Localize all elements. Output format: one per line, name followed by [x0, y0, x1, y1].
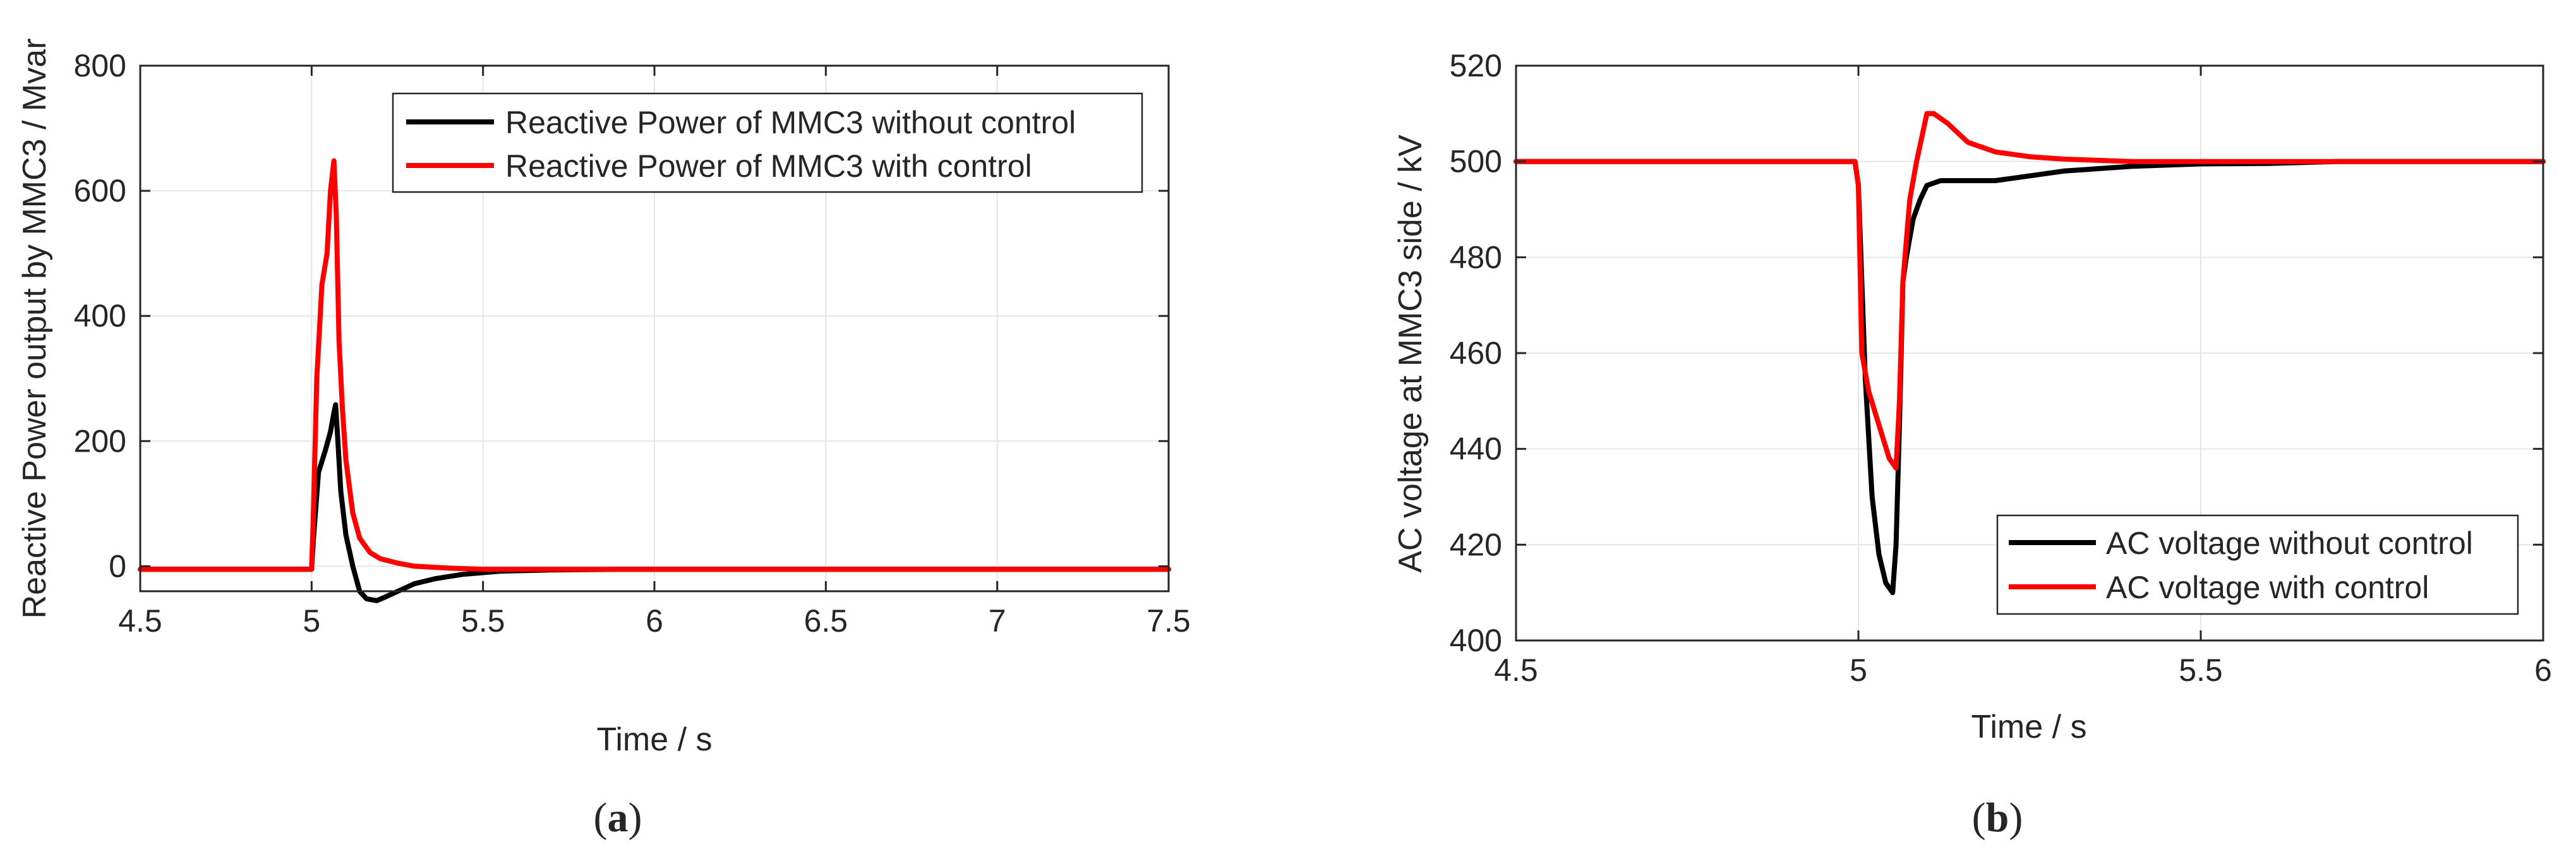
x-tick-label: 5 [1850, 653, 1867, 688]
series-line-reactive-power-of-mmc3-with-control [138, 158, 1171, 572]
y-tick-label: 0 [109, 548, 126, 584]
panel-label-open-b: ( [1972, 795, 1986, 841]
y-tick-label: 420 [1450, 527, 1502, 562]
legend-box-b [1996, 514, 2519, 615]
x-tick-label: 6 [2534, 653, 2552, 688]
x-tick-label: 4.5 [118, 603, 162, 639]
y-tick-label: 460 [1450, 335, 1502, 371]
x-tick-label: 7 [989, 603, 1006, 639]
series-line-ac-voltage-with-control [1514, 111, 2546, 471]
panel-label-a: (a) [594, 795, 642, 841]
ticks-a: 4.5 5 5.5 6 6.5 7 7.5 0 200 400 600 800 [74, 48, 1191, 639]
y-tick-label: 480 [1450, 239, 1502, 275]
legend-label-without-control-a: Reactive Power of MMC3 without control [505, 105, 1076, 140]
panel-label-b: (b) [1972, 795, 2023, 841]
panel-label-close-b: ) [2009, 795, 2023, 841]
panel-label-open-a: ( [594, 795, 608, 841]
y-tick-label: 440 [1450, 431, 1502, 467]
legend-label-with-control-b: AC voltage with control [2106, 570, 2429, 605]
ticks-b: 4.5 5 5.5 6 400 420 440 460 480 500 520 [1450, 48, 2552, 688]
x-tick-label: 4.5 [1494, 653, 1538, 688]
x-axis-label-b: Time / s [1971, 709, 2087, 745]
panel-label-close-a: ) [629, 795, 642, 841]
legend-b: AC voltage without control AC voltage wi… [1996, 514, 2519, 615]
legend-a: Reactive Power of MMC3 without control R… [392, 92, 1143, 193]
chart-panel-b: 4.5 5 5.5 6 400 420 440 460 480 500 520 Time / s A… [1392, 48, 2552, 841]
y-tick-label: 400 [1450, 623, 1502, 658]
y-axis-label-a: Reactive Power output by MMC3 / Mvar [16, 39, 53, 619]
x-tick-label: 7.5 [1147, 603, 1191, 639]
series-line-ac-voltage-without-control [1514, 159, 2546, 596]
panel-label-letter-a: a [608, 795, 629, 841]
x-tick-label: 5 [303, 603, 320, 639]
legend-label-with-control-a: Reactive Power of MMC3 with control [505, 148, 1032, 184]
y-axis-label-b: AC voltage at MMC3 side / kV [1392, 135, 1429, 573]
x-tick-label: 6 [646, 603, 663, 639]
y-tick-label: 800 [74, 48, 126, 83]
y-tick-label: 520 [1450, 48, 1502, 83]
chart-panel-a: 4.5 5 5.5 6 6.5 7 7.5 0 200 400 600 800 Time / s Re… [16, 39, 1191, 841]
x-tick-label: 6.5 [804, 603, 848, 639]
legend-label-without-control-b: AC voltage without control [2106, 526, 2473, 561]
series-layer-b [1514, 111, 2546, 596]
y-tick-label: 200 [74, 423, 126, 459]
x-tick-label: 5.5 [461, 603, 505, 639]
y-tick-label: 400 [74, 298, 126, 334]
x-axis-label-a: Time / s [597, 721, 713, 758]
panel-label-letter-b: b [1986, 795, 2009, 841]
legend-box-a [392, 92, 1143, 193]
x-tick-label: 5.5 [2179, 653, 2223, 688]
y-tick-label: 600 [74, 173, 126, 208]
y-tick-label: 500 [1450, 144, 1502, 179]
